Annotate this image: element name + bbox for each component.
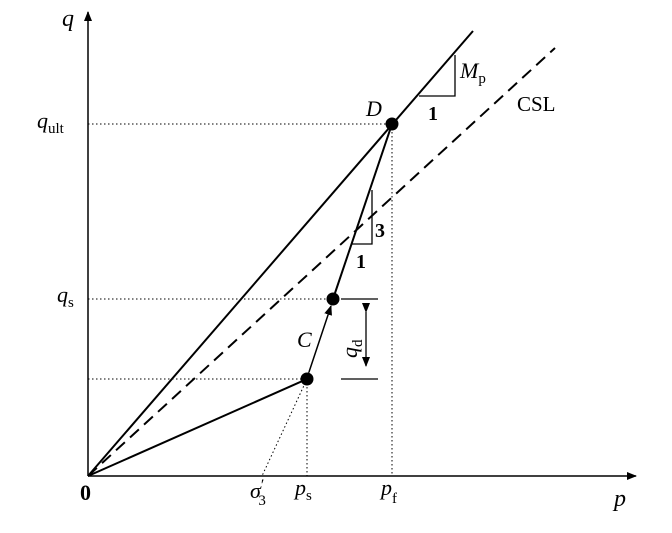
slope-run-label: 1 (356, 251, 366, 273)
point-d (385, 117, 399, 131)
sigma3-guide (261, 378, 308, 477)
p-f-label: pf (379, 475, 397, 507)
csl-line (87, 47, 556, 477)
qd-label: qd (337, 339, 366, 358)
stress-path-loading (332, 123, 393, 300)
mp-run-label: 1 (428, 103, 438, 125)
failure-line (87, 30, 474, 477)
slope-3-1-triangle (352, 190, 373, 245)
stress-path-cyclic (302, 305, 332, 382)
stress-path-initial (87, 378, 308, 477)
slope-rise-label: 3 (375, 220, 385, 242)
p-axis-label: p (612, 486, 626, 512)
origin-label: 0 (80, 480, 91, 505)
q-axis-label: q (62, 6, 74, 32)
point-d-label: D (365, 96, 382, 121)
sigma3-label: σ′ 3 (250, 477, 266, 509)
point-c-label: C (297, 327, 312, 352)
q-ult-label: qult (37, 108, 65, 137)
point-initial (300, 372, 314, 386)
q-s-label: qs (57, 282, 74, 311)
mp-label: Mp (459, 58, 486, 87)
p-s-label: ps (293, 475, 312, 504)
csl-label: CSL (517, 92, 556, 116)
point-s (326, 292, 340, 306)
mp-slope-triangle (419, 55, 456, 97)
